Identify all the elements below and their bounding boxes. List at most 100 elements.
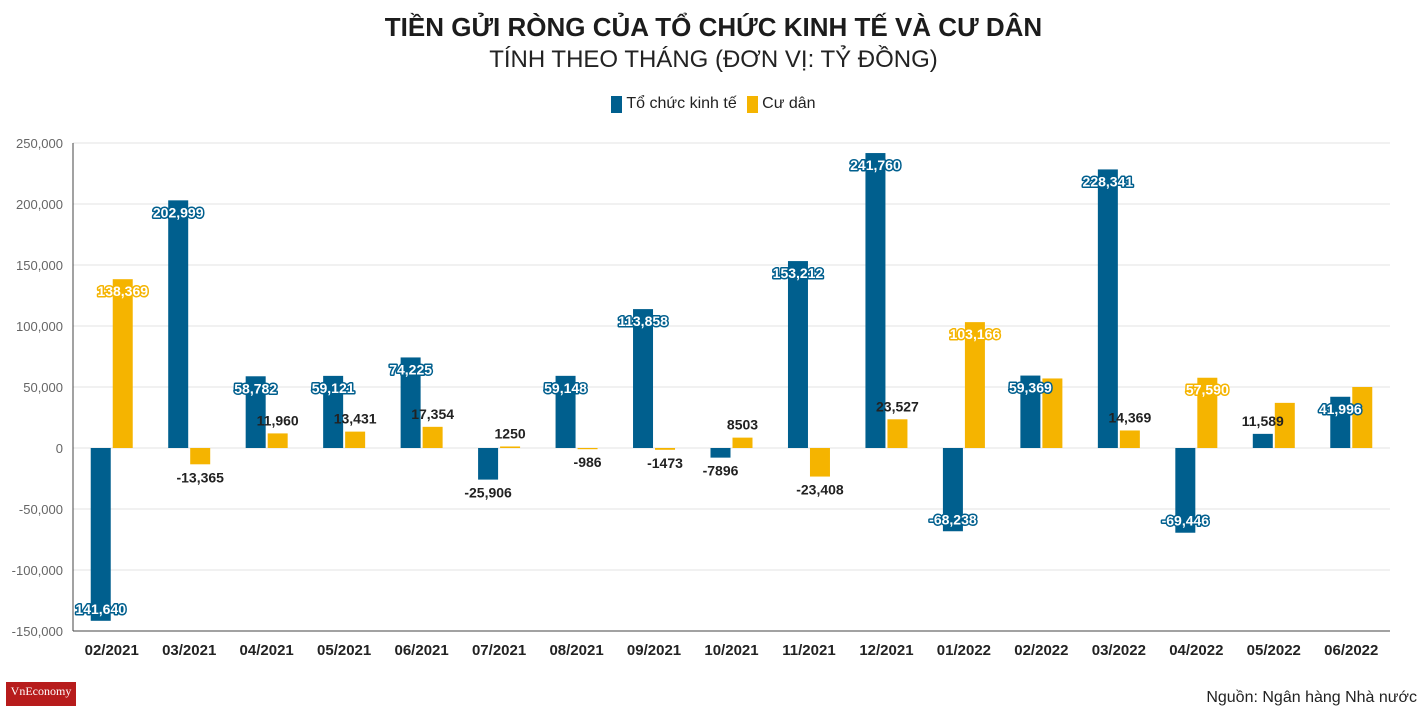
x-tick-label: 03/2021 xyxy=(162,642,216,659)
bar-org xyxy=(865,153,886,448)
x-tick-label: 10/2021 xyxy=(704,642,758,659)
y-tick-label: 0 xyxy=(56,441,63,456)
data-label-org: -7896 xyxy=(703,463,739,479)
data-label-res: 138,369 xyxy=(97,283,148,299)
data-label-res: 57,590 xyxy=(1186,382,1229,398)
bar-org xyxy=(942,448,963,532)
bar-org xyxy=(633,309,654,448)
data-label-org: 59,121 xyxy=(312,380,355,396)
data-label-res: 8503 xyxy=(727,417,758,433)
data-label-res: -986 xyxy=(574,454,602,470)
legend-label-res: Cư dân xyxy=(762,95,816,112)
bar-res xyxy=(1197,377,1218,448)
y-tick-label: -50,000 xyxy=(19,502,63,517)
y-tick-label: -100,000 xyxy=(12,563,63,578)
bar-res xyxy=(964,322,985,448)
data-label-res: 13,431 xyxy=(334,411,377,427)
x-tick-label: 08/2021 xyxy=(549,642,603,659)
data-label-org: 74,225 xyxy=(389,361,432,377)
bar-res xyxy=(190,448,211,465)
x-tick-label: 02/2022 xyxy=(1014,642,1068,659)
data-label-org: 141,640 xyxy=(75,601,126,617)
x-tick-label: 11/2021 xyxy=(782,642,835,659)
y-tick-label: 100,000 xyxy=(16,319,63,334)
legend-swatch-org xyxy=(611,95,623,113)
bar-res xyxy=(732,437,753,448)
data-label-res: -1473 xyxy=(647,455,683,471)
legend-item-org: Tổ chức kinh tế xyxy=(611,95,737,113)
data-label-org: -68,238 xyxy=(929,511,977,527)
data-label-org: 58,782 xyxy=(234,380,277,396)
y-tick-label: 200,000 xyxy=(16,197,63,212)
bar-res xyxy=(345,431,366,448)
bar-res xyxy=(1274,402,1295,448)
bar-res xyxy=(655,448,676,450)
bar-res xyxy=(422,426,443,448)
x-tick-label: 04/2022 xyxy=(1169,642,1223,659)
data-label-res: 1250 xyxy=(495,425,526,441)
bar-res xyxy=(887,419,908,448)
data-label-org: 41,996 xyxy=(1319,401,1362,417)
x-tick-label: 06/2022 xyxy=(1324,642,1378,659)
bar-res xyxy=(809,448,830,477)
bar-org xyxy=(555,375,576,448)
y-tick-label: 250,000 xyxy=(16,136,63,151)
data-label-org: 113,858 xyxy=(618,313,668,329)
bar-org xyxy=(168,200,189,448)
bar-org xyxy=(1097,169,1118,448)
data-label-org: -25,906 xyxy=(464,485,512,501)
bar-res xyxy=(500,446,521,448)
bar-res xyxy=(1042,378,1063,448)
data-label-org: 11,589 xyxy=(1242,413,1284,429)
bar-res xyxy=(1352,387,1373,448)
x-tick-label: 05/2022 xyxy=(1247,642,1301,659)
x-tick-label: 07/2021 xyxy=(472,642,526,659)
y-tick-label: -150,000 xyxy=(12,624,63,639)
data-label-res: -13,365 xyxy=(176,469,224,485)
x-tick-label: 01/2022 xyxy=(937,642,991,659)
data-label-org: 59,148 xyxy=(544,380,587,396)
bar-org xyxy=(1020,375,1041,448)
source-note: Nguồn: Ngân hàng Nhà nước xyxy=(1206,689,1417,706)
data-label-res: 17,354 xyxy=(411,406,454,422)
legend-label-org: Tổ chức kinh tế xyxy=(626,95,737,112)
y-tick-label: 150,000 xyxy=(16,258,63,273)
legend-item-res: Cư dân xyxy=(747,95,816,113)
bar-org xyxy=(90,448,111,621)
bar-res xyxy=(267,433,288,448)
x-tick-label: 02/2021 xyxy=(85,642,139,659)
bar-org xyxy=(245,376,266,448)
legend-swatch-res xyxy=(747,95,759,113)
data-label-res: 103,166 xyxy=(950,326,1001,342)
x-tick-label: 06/2021 xyxy=(395,642,449,659)
data-label-res: 23,527 xyxy=(876,398,919,414)
bar-org xyxy=(400,357,421,448)
bar-org xyxy=(1252,433,1273,448)
bar-org xyxy=(710,448,731,458)
bar-res xyxy=(1119,430,1140,448)
x-tick-label: 04/2021 xyxy=(240,642,294,659)
data-label-res: 11,960 xyxy=(257,412,299,428)
vneconomy-logo: VnEconomy xyxy=(6,682,76,706)
y-tick-label: 50,000 xyxy=(23,380,63,395)
bar-org xyxy=(323,375,344,448)
data-label-org: 59,369 xyxy=(1009,380,1052,396)
data-label-res: 14,369 xyxy=(1108,409,1151,425)
data-label-org: 228,341 xyxy=(1083,173,1134,189)
bar-res xyxy=(577,448,598,450)
data-label-res: -23,408 xyxy=(796,482,844,498)
x-tick-label: 09/2021 xyxy=(627,642,681,659)
bar-res xyxy=(112,279,133,448)
data-label-org: -69,446 xyxy=(1162,513,1210,529)
bar-org xyxy=(478,448,499,480)
data-label-org: 202,999 xyxy=(153,204,204,220)
bar-org xyxy=(1175,448,1196,533)
data-label-org: 241,760 xyxy=(850,157,901,173)
bar-org xyxy=(787,261,808,448)
legend: Tổ chức kinh tế Cư dân xyxy=(0,95,1427,118)
x-tick-label: 05/2021 xyxy=(317,642,371,659)
bar-org xyxy=(1330,396,1351,448)
x-tick-label: 03/2022 xyxy=(1092,642,1146,659)
x-tick-label: 12/2021 xyxy=(859,642,913,659)
